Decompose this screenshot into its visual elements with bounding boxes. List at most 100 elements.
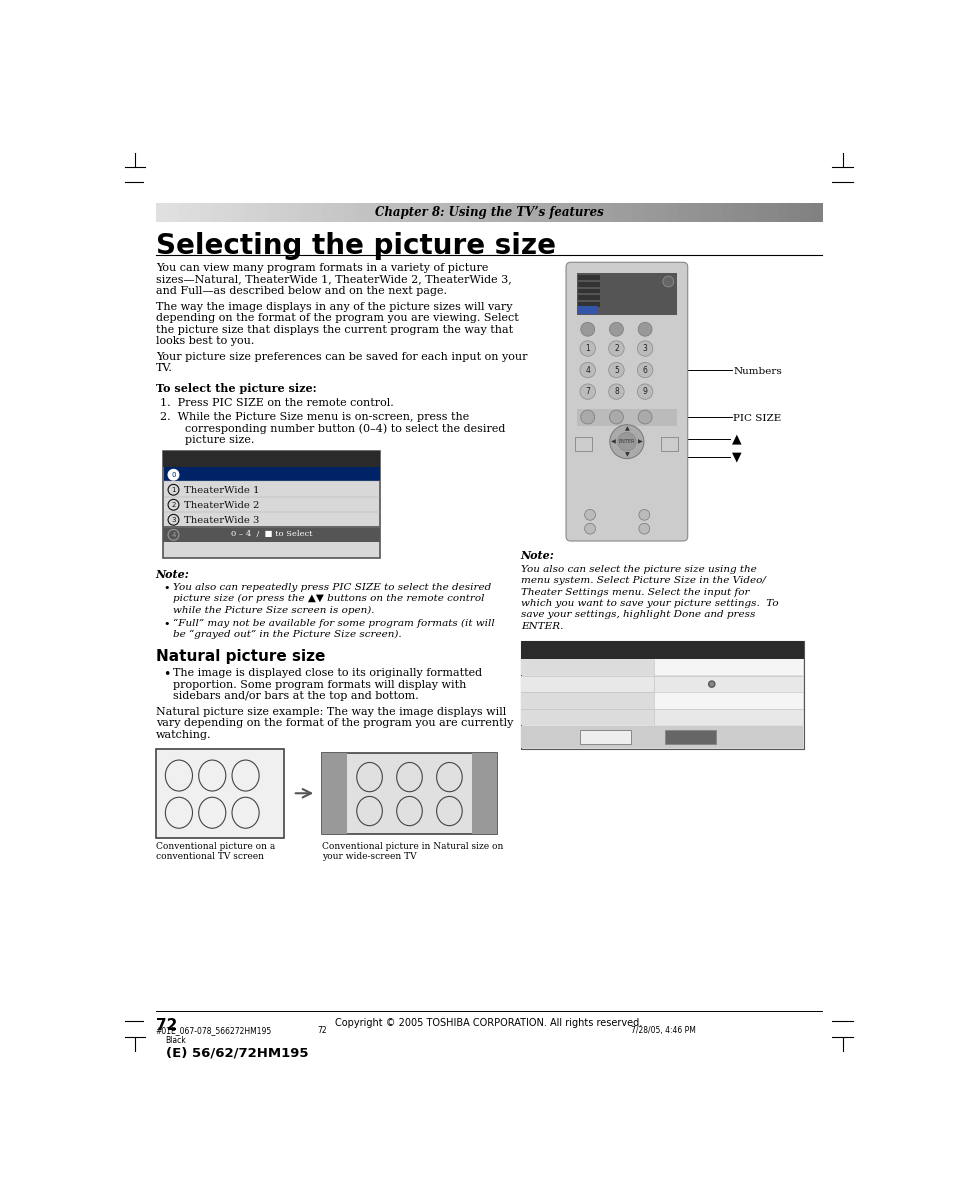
Circle shape	[638, 410, 652, 424]
Ellipse shape	[165, 760, 193, 791]
Bar	[654, 709, 800, 725]
Text: 3: 3	[172, 517, 175, 523]
Text: Natural picture size example: The way the image displays will: Natural picture size example: The way th…	[155, 707, 505, 717]
Bar	[411, 202, 422, 223]
Bar	[555, 202, 567, 223]
Bar	[721, 202, 733, 223]
Bar	[521, 725, 802, 748]
Ellipse shape	[165, 797, 193, 828]
Text: 0 – 4  /  ■ to Select: 0 – 4 / ■ to Select	[231, 530, 313, 538]
Circle shape	[662, 276, 673, 287]
Ellipse shape	[436, 797, 461, 825]
Bar	[472, 753, 497, 834]
Text: ▲: ▲	[731, 432, 740, 445]
Text: Conventional picture on a: Conventional picture on a	[155, 842, 274, 852]
Text: To select the picture size:: To select the picture size:	[155, 382, 316, 393]
Text: the picture size that displays the current program the way that: the picture size that displays the curre…	[155, 325, 513, 335]
Bar	[233, 202, 245, 223]
Bar	[766, 202, 778, 223]
Text: ▼: ▼	[731, 450, 740, 463]
Bar	[189, 202, 201, 223]
Circle shape	[579, 362, 595, 378]
Text: Cinema Mode: Cinema Mode	[530, 698, 597, 707]
Bar	[200, 202, 212, 223]
Text: picture size (or press the ▲▼ buttons on the remote control: picture size (or press the ▲▼ buttons on…	[172, 594, 484, 604]
Bar	[660, 437, 678, 451]
Text: 72: 72	[155, 1017, 177, 1033]
Bar	[579, 730, 630, 744]
Bar	[322, 753, 497, 834]
Bar	[355, 202, 367, 223]
Bar	[322, 753, 347, 834]
Bar	[588, 202, 600, 223]
Bar	[654, 692, 800, 709]
Bar	[344, 202, 356, 223]
Bar	[164, 467, 379, 481]
Circle shape	[639, 510, 649, 520]
Circle shape	[580, 323, 594, 336]
Bar	[577, 273, 676, 316]
Bar	[222, 202, 234, 223]
Bar	[810, 202, 822, 223]
Text: •: •	[163, 668, 171, 681]
Text: 1.  Press PIC SIZE on the remote control.: 1. Press PIC SIZE on the remote control.	[159, 398, 393, 407]
Text: Reset: Reset	[591, 736, 618, 746]
Text: picture size.: picture size.	[185, 435, 254, 445]
Text: “Full” may not be available for some program formats (it will: “Full” may not be available for some pro…	[172, 618, 494, 628]
Text: 4: 4	[172, 532, 175, 538]
Ellipse shape	[356, 762, 382, 792]
Bar	[743, 202, 756, 223]
Bar	[520, 641, 802, 660]
Bar	[521, 709, 802, 725]
Circle shape	[609, 425, 643, 459]
Bar	[177, 202, 190, 223]
Text: Picture Size: Picture Size	[170, 462, 239, 473]
Text: sizes—Natural, TheaterWide 1, TheaterWide 2, TheaterWide 3,: sizes—Natural, TheaterWide 1, TheaterWid…	[155, 274, 511, 285]
Ellipse shape	[198, 760, 226, 791]
Text: Note:: Note:	[155, 569, 190, 580]
Bar	[755, 202, 766, 223]
Circle shape	[579, 341, 595, 356]
Text: proportion. Some program formats will display with: proportion. Some program formats will di…	[172, 680, 466, 690]
Bar	[521, 660, 802, 675]
Text: Chapter 8: Using the TV’s features: Chapter 8: Using the TV’s features	[375, 206, 602, 219]
Text: Conventional picture in Natural size on: Conventional picture in Natural size on	[322, 842, 503, 852]
Text: 6: 6	[642, 366, 647, 375]
Text: which you want to save your picture settings.  To: which you want to save your picture sett…	[520, 599, 778, 607]
Text: ENTER.: ENTER.	[520, 622, 562, 631]
Text: Film: Film	[664, 698, 684, 707]
Text: Black: Black	[166, 1036, 186, 1046]
Text: conventional TV screen: conventional TV screen	[155, 853, 263, 861]
Bar	[521, 709, 654, 725]
Ellipse shape	[396, 762, 422, 792]
Bar	[211, 202, 223, 223]
Text: corresponding number button (0–4) to select the desired: corresponding number button (0–4) to sel…	[185, 424, 505, 435]
Text: Picture Scroll: Picture Scroll	[530, 681, 593, 691]
Bar	[300, 202, 312, 223]
Ellipse shape	[232, 760, 259, 791]
Text: depending on the format of the program you are viewing. Select: depending on the format of the program y…	[155, 313, 517, 323]
Text: PIC SIZE: PIC SIZE	[733, 414, 781, 423]
Bar	[710, 202, 722, 223]
Text: (E) 56/62/72HM195: (E) 56/62/72HM195	[166, 1046, 308, 1059]
Text: Selecting the picture size: Selecting the picture size	[155, 232, 555, 261]
Text: The image is displayed close to its originally formatted: The image is displayed close to its orig…	[172, 668, 481, 679]
Ellipse shape	[198, 797, 226, 828]
Text: #01E_067-078_566272HM195: #01E_067-078_566272HM195	[155, 1027, 272, 1035]
Circle shape	[608, 384, 623, 399]
Circle shape	[579, 384, 595, 399]
Text: be “grayed out” in the Picture Size screen).: be “grayed out” in the Picture Size scre…	[172, 630, 401, 640]
Text: Theater Settings: Theater Settings	[528, 654, 633, 663]
Text: 3: 3	[642, 344, 647, 353]
Bar	[377, 202, 390, 223]
Circle shape	[584, 523, 595, 534]
Text: Natural: Natural	[664, 665, 700, 674]
Bar	[577, 410, 676, 426]
Bar	[488, 202, 500, 223]
Text: ▶: ▶	[637, 439, 641, 444]
Bar	[654, 660, 800, 675]
Text: while the Picture Size screen is open).: while the Picture Size screen is open).	[172, 606, 374, 615]
Bar	[578, 288, 599, 293]
Text: TV.: TV.	[155, 363, 172, 374]
Circle shape	[617, 432, 636, 451]
